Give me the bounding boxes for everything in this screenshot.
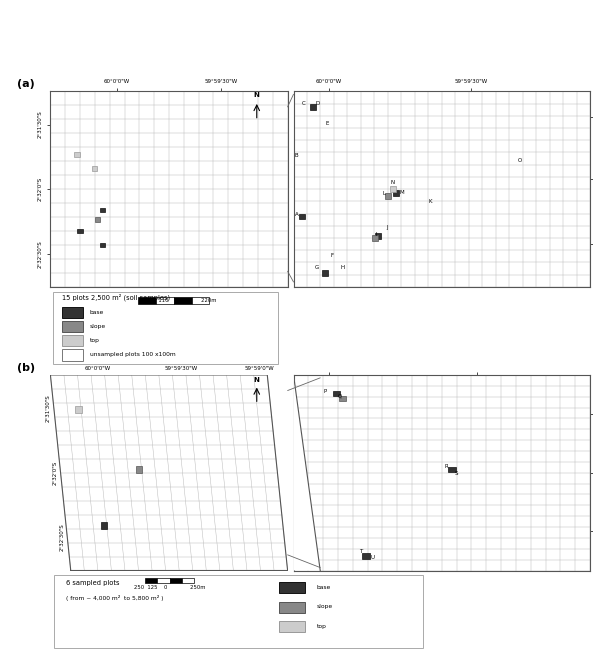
Text: B: B <box>295 153 298 158</box>
Bar <box>62 321 83 332</box>
Text: C: C <box>302 102 306 106</box>
Text: 59°59'0"W: 59°59'0"W <box>244 366 274 371</box>
Polygon shape <box>294 375 320 570</box>
Text: 6 sampled plots: 6 sampled plots <box>66 580 119 585</box>
Text: 2°31'30"S: 2°31'30"S <box>46 394 51 422</box>
Bar <box>174 297 192 303</box>
Text: slope: slope <box>90 324 106 329</box>
Bar <box>362 553 370 559</box>
Text: N: N <box>391 180 395 185</box>
Bar <box>156 297 174 303</box>
Bar <box>375 233 381 239</box>
Text: G: G <box>315 265 320 270</box>
Text: R: R <box>444 464 448 469</box>
Bar <box>93 166 97 171</box>
Bar <box>372 235 378 241</box>
Bar <box>138 297 156 303</box>
Bar <box>101 522 107 529</box>
Bar <box>62 349 83 361</box>
Bar <box>62 306 83 318</box>
Text: 220  110    0              220m: 220 110 0 220m <box>145 297 216 303</box>
Text: top: top <box>317 624 327 629</box>
Text: 60°0'0"W: 60°0'0"W <box>85 366 111 371</box>
Text: top: top <box>90 338 100 343</box>
Bar <box>279 621 305 632</box>
Bar <box>62 335 83 346</box>
Text: P: P <box>324 389 327 394</box>
Bar <box>95 217 100 222</box>
Bar <box>158 578 170 583</box>
Text: (b): (b) <box>17 363 36 373</box>
Text: base: base <box>317 585 331 590</box>
Text: A: A <box>295 212 298 217</box>
Bar <box>192 297 209 303</box>
Text: L: L <box>382 192 385 196</box>
Text: D: D <box>315 102 320 106</box>
Text: K: K <box>428 200 432 204</box>
Bar <box>333 391 340 396</box>
Bar <box>321 271 328 276</box>
Text: 250  125    0              250m: 250 125 0 250m <box>134 585 205 590</box>
Bar <box>75 406 82 413</box>
Text: slope: slope <box>317 604 333 609</box>
Bar <box>390 186 396 192</box>
Text: 59°59'30"W: 59°59'30"W <box>164 366 197 371</box>
Bar <box>170 578 182 583</box>
Text: S: S <box>454 471 458 475</box>
Bar <box>100 207 105 213</box>
Bar <box>100 243 105 247</box>
Bar <box>310 104 316 110</box>
Text: E: E <box>326 121 329 126</box>
Bar <box>136 466 142 473</box>
Bar <box>279 582 305 593</box>
Text: I: I <box>376 231 377 237</box>
Bar <box>182 578 194 583</box>
Bar <box>279 602 305 613</box>
Text: 15 plots 2,500 m² (soil samples): 15 plots 2,500 m² (soil samples) <box>62 294 170 301</box>
Text: base: base <box>90 310 104 315</box>
Bar <box>78 229 82 233</box>
Text: unsampled plots 100 x100m: unsampled plots 100 x100m <box>90 353 176 357</box>
Bar <box>339 396 346 401</box>
Text: N: N <box>254 377 260 383</box>
Text: M: M <box>400 190 404 196</box>
Bar <box>145 578 158 583</box>
Text: 2°32'30"S: 2°32'30"S <box>59 524 65 551</box>
Text: 2°32'0"S: 2°32'0"S <box>53 460 58 485</box>
Text: F: F <box>330 253 334 258</box>
Bar <box>299 214 305 219</box>
Text: O: O <box>518 158 522 163</box>
Text: T: T <box>359 550 362 554</box>
Bar <box>448 467 456 473</box>
Text: H: H <box>340 265 345 270</box>
Text: (a): (a) <box>17 80 35 89</box>
Bar <box>75 152 79 156</box>
Text: N: N <box>254 92 260 98</box>
Text: U: U <box>370 555 374 559</box>
Bar <box>385 193 391 199</box>
Bar <box>393 190 399 196</box>
Text: ( from ~ 4,000 m²  to 5,800 m² ): ( from ~ 4,000 m² to 5,800 m² ) <box>66 595 163 600</box>
Text: J: J <box>386 225 388 230</box>
Text: Q: Q <box>337 394 342 399</box>
